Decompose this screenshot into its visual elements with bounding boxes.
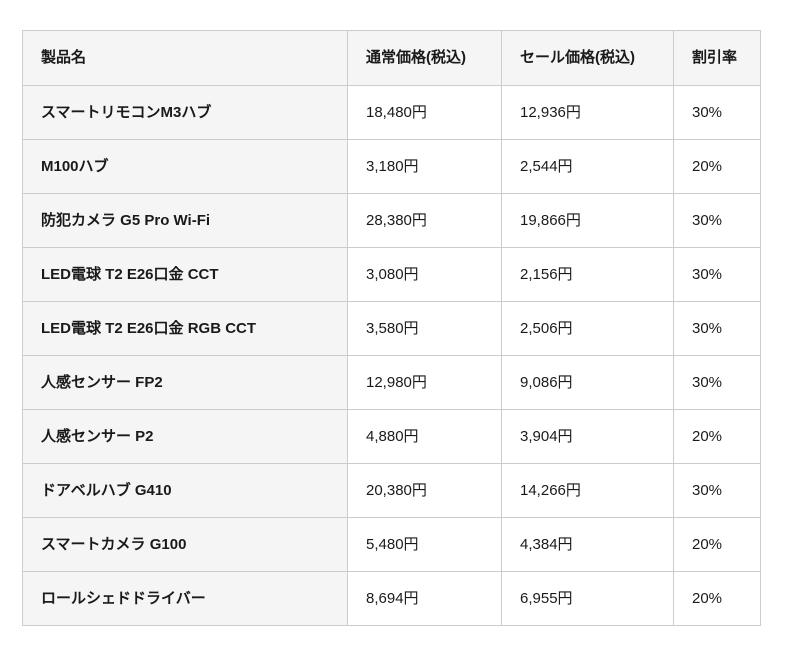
product-name-cell: 人感センサー FP2 <box>22 355 348 410</box>
table-row: 人感センサー P2 4,880円 3,904円 20% <box>22 409 761 464</box>
discount-rate-cell: 30% <box>673 355 761 410</box>
column-header-sale-price: セール価格(税込) <box>501 30 674 86</box>
table-body: スマートリモコンM3ハブ 18,480円 12,936円 30% M100ハブ 3,180… <box>22 85 761 626</box>
product-name-cell: 防犯カメラ G5 Pro Wi-Fi <box>22 193 348 248</box>
discount-rate-cell: 30% <box>673 463 761 518</box>
sale-price-cell: 19,866円 <box>501 193 674 248</box>
table-row: スマートカメラ G100 5,480円 4,384円 20% <box>22 517 761 572</box>
table-row: M100ハブ 3,180円 2,544円 20% <box>22 139 761 194</box>
column-header-discount-rate: 割引率 <box>673 30 761 86</box>
sale-price-cell: 2,506円 <box>501 301 674 356</box>
discount-rate-cell: 30% <box>673 85 761 140</box>
product-name-cell: スマートカメラ G100 <box>22 517 348 572</box>
product-name-cell: 人感センサー P2 <box>22 409 348 464</box>
sale-price-cell: 4,384円 <box>501 517 674 572</box>
product-name-cell: M100ハブ <box>22 139 348 194</box>
table-row: ドアベルハブ G410 20,380円 14,266円 30% <box>22 463 761 518</box>
regular-price-cell: 28,380円 <box>347 193 502 248</box>
regular-price-cell: 3,180円 <box>347 139 502 194</box>
table-row: LED電球 T2 E26口金 CCT 3,080円 2,156円 30% <box>22 247 761 302</box>
sale-price-cell: 14,266円 <box>501 463 674 518</box>
discount-rate-cell: 30% <box>673 301 761 356</box>
discount-rate-cell: 30% <box>673 247 761 302</box>
table-row: スマートリモコンM3ハブ 18,480円 12,936円 30% <box>22 85 761 140</box>
product-name-cell: LED電球 T2 E26口金 RGB CCT <box>22 301 348 356</box>
regular-price-cell: 18,480円 <box>347 85 502 140</box>
regular-price-cell: 12,980円 <box>347 355 502 410</box>
product-name-cell: LED電球 T2 E26口金 CCT <box>22 247 348 302</box>
sale-price-table: 製品名 通常価格(税込) セール価格(税込) 割引率 スマートリモコンM3ハブ 1… <box>22 30 761 626</box>
sale-price-cell: 12,936円 <box>501 85 674 140</box>
header-row: 製品名 通常価格(税込) セール価格(税込) 割引率 <box>22 30 761 86</box>
sale-price-cell: 9,086円 <box>501 355 674 410</box>
discount-rate-cell: 20% <box>673 571 761 626</box>
product-name-cell: スマートリモコンM3ハブ <box>22 85 348 140</box>
product-name-cell: ロールシェドドライバー <box>22 571 348 626</box>
product-name-cell: ドアベルハブ G410 <box>22 463 348 518</box>
discount-rate-cell: 30% <box>673 193 761 248</box>
column-header-regular-price: 通常価格(税込) <box>347 30 502 86</box>
regular-price-cell: 20,380円 <box>347 463 502 518</box>
table-row: 人感センサー FP2 12,980円 9,086円 30% <box>22 355 761 410</box>
regular-price-cell: 3,080円 <box>347 247 502 302</box>
regular-price-cell: 5,480円 <box>347 517 502 572</box>
table-row: 防犯カメラ G5 Pro Wi-Fi 28,380円 19,866円 30% <box>22 193 761 248</box>
table-row: ロールシェドドライバー 8,694円 6,955円 20% <box>22 571 761 626</box>
regular-price-cell: 3,580円 <box>347 301 502 356</box>
discount-rate-cell: 20% <box>673 517 761 572</box>
discount-rate-cell: 20% <box>673 139 761 194</box>
sale-price-cell: 6,955円 <box>501 571 674 626</box>
regular-price-cell: 8,694円 <box>347 571 502 626</box>
discount-rate-cell: 20% <box>673 409 761 464</box>
regular-price-cell: 4,880円 <box>347 409 502 464</box>
column-header-product-name: 製品名 <box>22 30 348 86</box>
sale-price-cell: 2,544円 <box>501 139 674 194</box>
sale-price-cell: 3,904円 <box>501 409 674 464</box>
sale-price-cell: 2,156円 <box>501 247 674 302</box>
table-row: LED電球 T2 E26口金 RGB CCT 3,580円 2,506円 30% <box>22 301 761 356</box>
